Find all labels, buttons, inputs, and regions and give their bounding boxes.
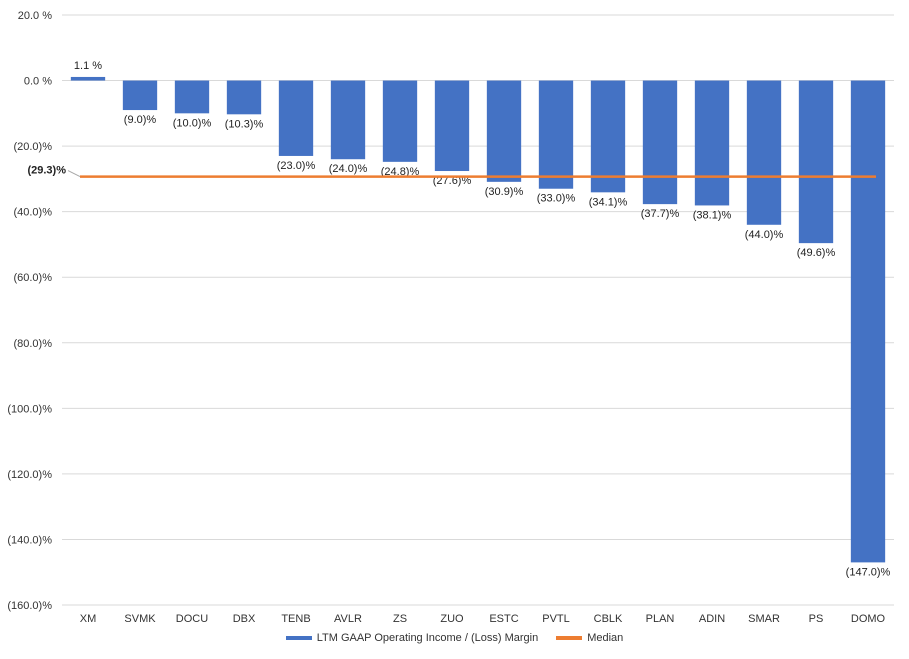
x-tick-label: AVLR [334,613,362,625]
bar [382,80,418,162]
bar [330,80,366,160]
legend-swatch-median [556,636,583,640]
data-label: (27.6)% [433,175,472,187]
x-tick-label: DOCU [176,613,208,625]
bar [70,76,106,81]
x-tick-label: SVMK [124,613,156,625]
data-label: (33.0)% [537,193,576,205]
data-label: (24.8)% [381,166,420,178]
x-tick-label: ZS [393,613,407,625]
legend-item-median: Median [556,632,623,644]
y-tick-label: 20.0 % [18,10,52,22]
x-tick-label: PS [809,613,824,625]
legend-item-margin: LTM GAAP Operating Income / (Loss) Margi… [285,632,539,644]
y-tick-label: (20.0)% [13,141,52,153]
bar [642,80,678,205]
bar [434,80,470,172]
data-label: 1.1 % [74,60,102,72]
bar [850,80,886,563]
legend-label-margin: LTM GAAP Operating Income / (Loss) Margi… [316,632,539,644]
x-tick-label: ADIN [699,613,725,625]
x-tick-label: DOMO [851,613,886,625]
bar [694,80,730,206]
y-tick-label: (140.0)% [7,534,52,546]
legend-swatch-margin [285,636,312,640]
x-tick-label: TENB [281,613,310,625]
data-label: (24.0)% [329,163,368,175]
data-label: (37.7)% [641,208,680,220]
x-tick-label: CBLK [594,613,623,625]
median-leader-line [67,170,81,178]
median-label: (29.3)% [27,165,66,177]
bar [590,80,626,193]
legend-label-median: Median [587,632,624,644]
x-tick-label: ESTC [489,613,518,625]
bar [486,80,522,182]
data-label: (147.0)% [846,566,891,578]
data-label: (30.9)% [485,186,524,198]
x-tick-label: PLAN [646,613,675,625]
bar [538,80,574,189]
y-tick-label: (80.0)% [13,338,52,350]
data-label: (34.1)% [589,196,628,208]
data-label: (10.3)% [225,118,264,130]
y-tick-label: 0.0 % [24,76,52,88]
y-tick-label: (160.0)% [7,600,52,612]
data-label: (23.0)% [277,160,316,172]
bar [746,80,782,225]
y-tick-label: (100.0)% [7,403,52,415]
bar [278,80,314,156]
bar [174,80,210,114]
y-tick-label: (120.0)% [7,469,52,481]
x-tick-label: XM [80,613,97,625]
data-label: (44.0)% [745,229,784,241]
x-tick-label: SMAR [748,613,780,625]
x-tick-label: PVTL [542,613,570,625]
y-tick-label: (40.0)% [13,207,52,219]
bar [122,80,158,111]
bar [798,80,834,244]
bar [226,80,262,115]
data-label: (49.6)% [797,247,836,259]
data-label: (9.0)% [124,114,157,126]
legend: LTM GAAP Operating Income / (Loss) Margi… [0,632,909,644]
x-tick-label: DBX [233,613,256,625]
x-tick-label: ZUO [440,613,464,625]
y-tick-label: (60.0)% [13,272,52,284]
data-label: (10.0)% [173,117,212,129]
data-label: (38.1)% [693,209,732,221]
